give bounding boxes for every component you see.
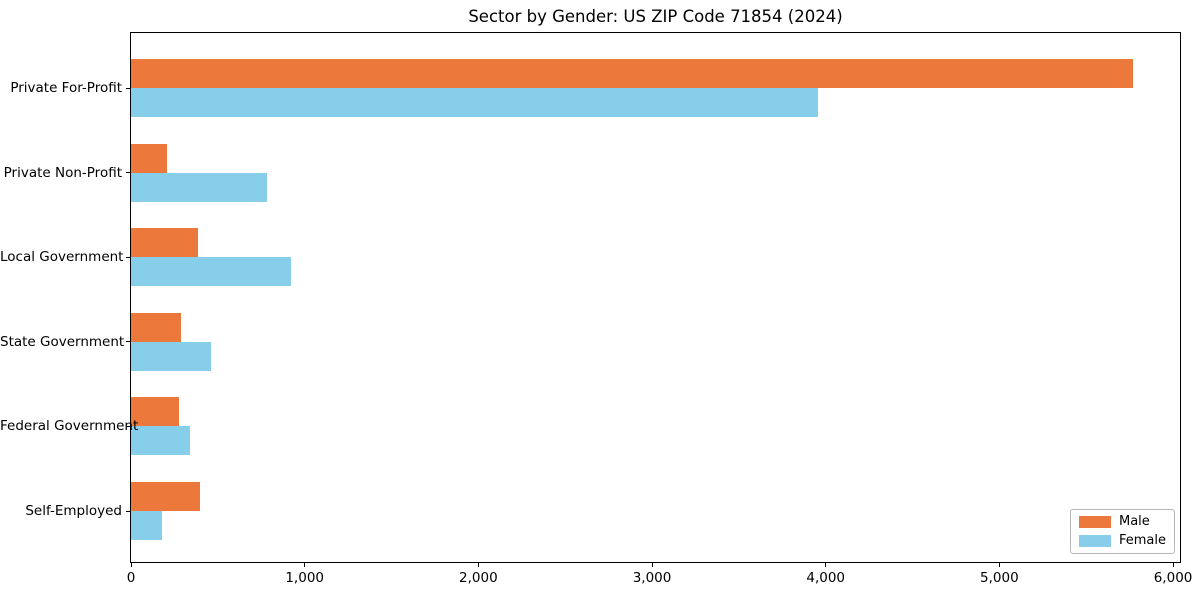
x-tick-label: 3,000 — [632, 570, 672, 586]
y-tick-label: Federal Government — [0, 418, 139, 435]
bar-female-3 — [131, 341, 211, 371]
x-tick-mark — [825, 562, 827, 567]
legend-label: Female — [1118, 533, 1166, 548]
x-tick-label: 5,000 — [980, 570, 1019, 586]
bar-female-1 — [131, 172, 268, 202]
bar-male-5 — [131, 482, 201, 511]
bar-female-2 — [131, 257, 291, 287]
bar-female-0 — [131, 88, 818, 117]
bar-male-2 — [131, 228, 198, 258]
x-tick-mark — [651, 562, 653, 567]
bar-female-4 — [131, 426, 191, 456]
legend-label: Male — [1118, 514, 1150, 529]
bar-male-4 — [131, 397, 179, 427]
legend-item-male: Male — [1078, 514, 1166, 529]
legend-swatch-female-icon — [1078, 535, 1111, 547]
x-tick-mark — [130, 562, 132, 567]
y-tick-mark — [126, 341, 131, 343]
x-tick-label: 2,000 — [459, 570, 498, 586]
y-tick-label: Private For-Profit — [10, 80, 122, 96]
x-tick-mark — [1172, 562, 1174, 567]
bar-male-3 — [131, 312, 182, 342]
y-tick-label: Private Non-Profit — [3, 164, 122, 181]
chart-title: Sector by Gender: US ZIP Code 71854 (202… — [468, 7, 843, 26]
y-tick-label: Self-Employed — [25, 503, 122, 519]
y-tick-mark — [126, 425, 131, 427]
y-tick-mark — [126, 256, 131, 258]
y-tick-label: State Government — [0, 333, 125, 350]
x-tick-mark — [477, 562, 479, 567]
y-tick-label: Local Government — [0, 249, 124, 266]
legend-swatch-male-icon — [1078, 516, 1111, 528]
x-tick-label: 1,000 — [285, 570, 324, 586]
plot-area: Male Female — [130, 32, 1181, 563]
x-tick-label: 0 — [126, 570, 136, 586]
x-tick-mark — [304, 562, 306, 567]
y-tick-mark — [126, 172, 131, 174]
x-tick-label: 4,000 — [806, 570, 846, 586]
bar-female-5 — [131, 511, 163, 540]
x-tick-mark — [998, 562, 1000, 567]
y-tick-mark — [126, 510, 131, 512]
y-tick-mark — [126, 87, 131, 89]
x-tick-label: 6,000 — [1153, 570, 1193, 586]
legend-item-female: Female — [1078, 533, 1166, 548]
bar-male-1 — [131, 143, 168, 173]
legend: Male Female — [1069, 509, 1175, 554]
bar-male-0 — [131, 59, 1134, 88]
